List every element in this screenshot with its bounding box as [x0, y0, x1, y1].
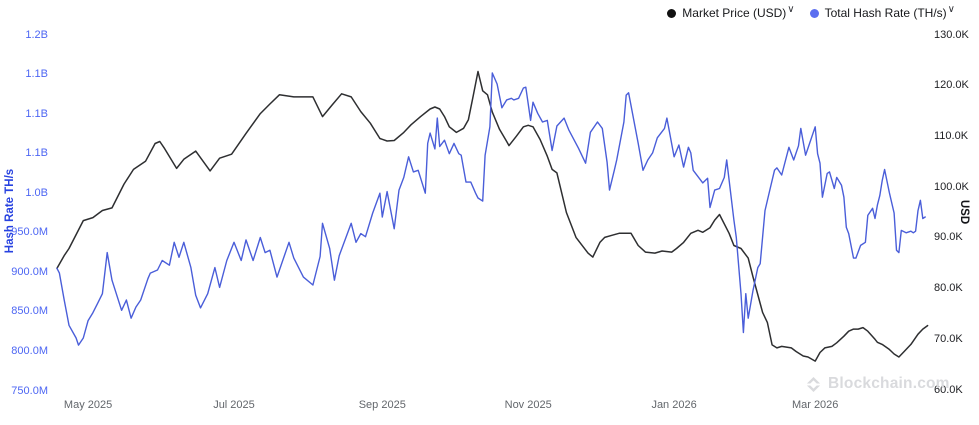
right-axis-tick: 120.0K [934, 79, 969, 92]
x-axis-tick: Mar 2026 [791, 399, 839, 411]
left-axis-tick: 1.1B [25, 147, 48, 160]
left-axis-tick: 1.0B [25, 186, 48, 199]
right-axis-tick: 100.0K [934, 180, 969, 193]
legend-item-market-price[interactable]: Market Price (USD) ∨ [667, 3, 795, 20]
left-axis-tick: 950.0M [11, 226, 48, 239]
left-axis-tick: 1.1B [25, 68, 48, 81]
x-axis-tick: Sep 2025 [358, 399, 406, 411]
left-axis-tick: 1.2B [25, 28, 48, 41]
market-price-line [56, 70, 929, 362]
right-axis-tick: 130.0K [934, 28, 969, 41]
right-axis-tick: 70.0K [934, 332, 963, 345]
legend: Market Price (USD) ∨ Total Hash Rate (TH… [667, 3, 955, 20]
x-axis-tick: Nov 2025 [504, 399, 552, 411]
market-price-dot-icon [667, 8, 677, 18]
chevron-down-icon: ∨ [787, 3, 795, 15]
chevron-down-icon: ∨ [947, 3, 955, 15]
right-axis-tick: 90.0K [934, 231, 963, 244]
legend-label-hash-rate: Total Hash Rate (TH/s) [824, 6, 947, 20]
hash-rate-dot-icon [809, 8, 819, 18]
legend-label-market-price: Market Price (USD) [682, 6, 787, 20]
right-axis-tick: 110.0K [934, 129, 969, 142]
x-axis-tick: Jan 2026 [651, 399, 697, 411]
watermark-link[interactable]: Blockchain.com [805, 375, 950, 393]
left-axis-tick: 900.0M [11, 265, 48, 278]
watermark-text: Blockchain.com [828, 375, 950, 392]
left-axis-tick: 1.1B [25, 107, 48, 120]
x-axis-tick: May 2025 [63, 399, 113, 411]
hash-rate-line [56, 72, 926, 346]
left-axis-tick: 850.0M [11, 305, 48, 318]
x-axis-tick: Jul 2025 [213, 399, 255, 411]
left-axis-tick: 800.0M [11, 344, 48, 357]
blockchain-logo-icon [806, 376, 821, 392]
left-axis-tick: 750.0M [11, 384, 48, 397]
legend-item-hash-rate[interactable]: Total Hash Rate (TH/s) ∨ [809, 3, 955, 20]
right-axis-tick: 60.0K [934, 383, 963, 396]
right-axis-tick: 80.0K [934, 282, 963, 295]
right-axis-title: USD [958, 199, 970, 225]
